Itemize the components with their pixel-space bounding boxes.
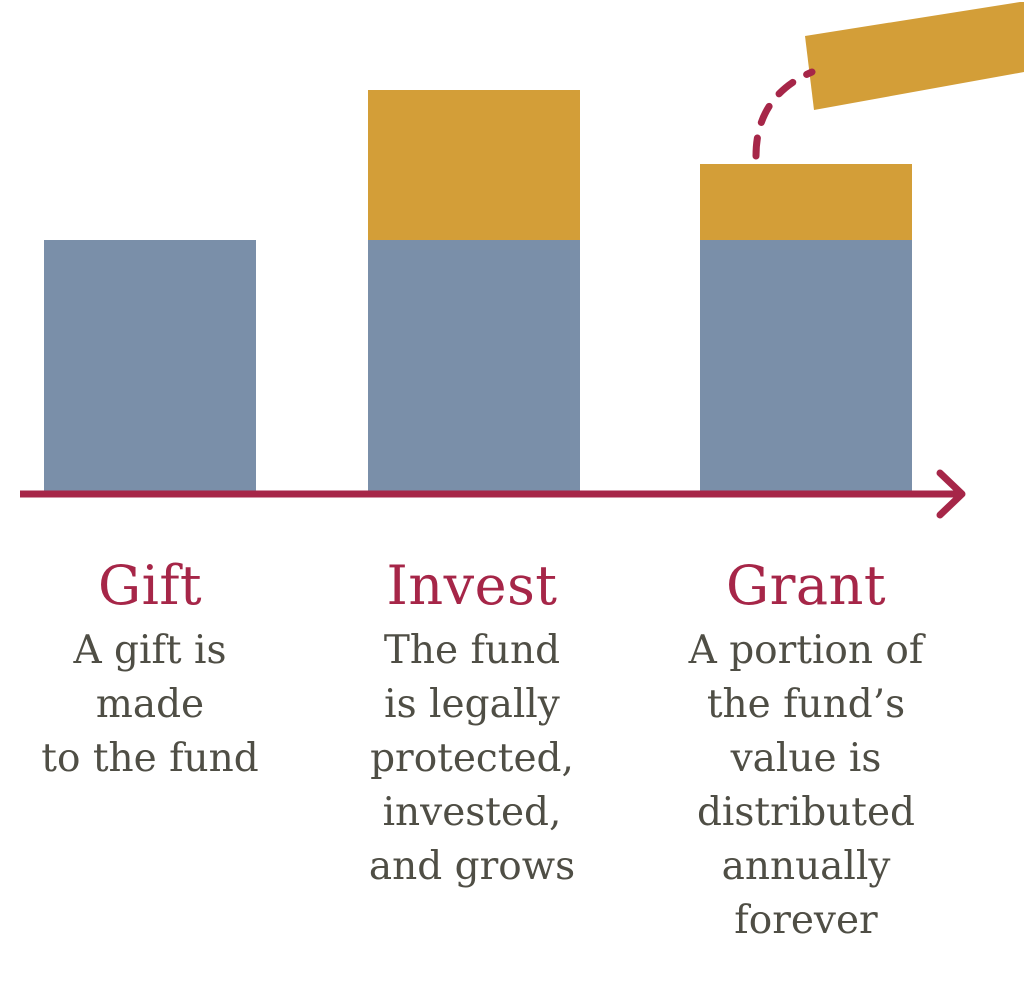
distribution-dashed-curve	[752, 68, 816, 160]
step-grant-line: A portion of	[688, 628, 924, 673]
step-grant-description: A portion of the fund’s value is distrib…	[656, 624, 956, 948]
distributed-portion-block	[805, 2, 1024, 110]
step-invest-line: protected,	[370, 736, 574, 781]
invest-principal-block	[368, 240, 580, 492]
gift-principal-block	[44, 240, 256, 492]
invest-growth-block	[368, 90, 580, 241]
grant-growth-block	[700, 164, 912, 241]
timeline-arrowhead	[936, 469, 966, 519]
step-invest-title: Invest	[386, 554, 558, 617]
step-gift-line: A gift is	[73, 628, 227, 673]
step-invest-description: The fund is legally protected, invested,…	[322, 624, 622, 894]
step-grant-line: value is	[730, 736, 882, 781]
step-invest-line: invested,	[382, 790, 562, 835]
step-invest-line: is legally	[384, 682, 560, 727]
step-invest: Invest The fund is legally protected, in…	[322, 548, 622, 894]
step-grant-line: distributed	[696, 790, 916, 835]
step-gift-title: Gift	[97, 554, 203, 617]
step-invest-line: The fund	[383, 628, 561, 673]
step-grant-line: annually	[721, 844, 891, 889]
step-grant-title: Grant	[725, 554, 887, 617]
step-grant-line: the fund’s	[706, 682, 906, 727]
step-gift-line: made	[95, 682, 205, 727]
step-invest-line: and grows	[368, 844, 576, 889]
step-grant: Grant A portion of the fund’s value is d…	[656, 548, 956, 948]
step-grant-line: forever	[734, 898, 878, 943]
grant-principal-block	[700, 240, 912, 492]
step-gift-description: A gift is made to the fund	[0, 624, 300, 786]
step-gift: Gift A gift is made to the fund	[0, 548, 300, 786]
step-gift-line: to the fund	[41, 736, 259, 781]
